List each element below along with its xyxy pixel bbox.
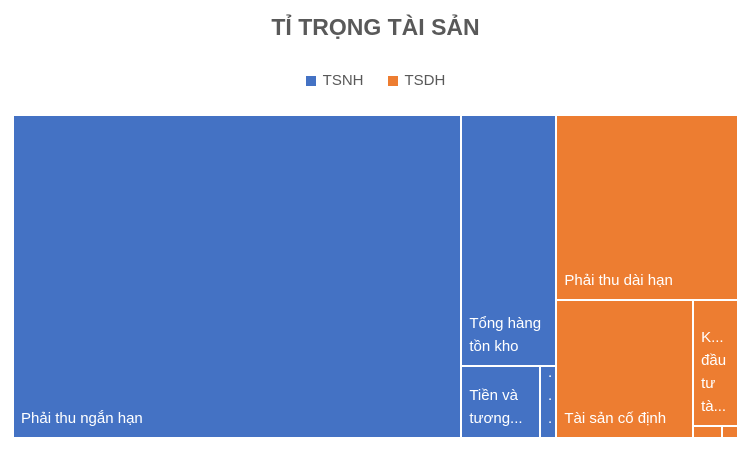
treemap-cell: Tổng hàng tồn kho [462, 116, 556, 365]
cell-label: Tài sản cố định [564, 409, 667, 427]
cell-label: K... đầu tư tà... [701, 328, 727, 415]
treemap-cell: T... s... [541, 366, 556, 437]
treemap-cell: Phải thu dài hạn [557, 116, 737, 299]
cell-label: T... s... [548, 366, 553, 427]
cell-label: Tổng hàng tồn kho [469, 314, 542, 355]
treemap-cell [694, 426, 722, 437]
legend-swatch [305, 75, 316, 86]
legend-swatch [387, 75, 398, 86]
treemap-cell: Tiền và tương... [462, 366, 539, 437]
treemap-cell: Phải thu ngắn hạn [14, 116, 461, 437]
legend: TSNH TSDH [0, 72, 751, 89]
legend-item: TSNH [305, 72, 364, 89]
legend-label: TSNH [322, 72, 364, 89]
cell-label: Phải thu ngắn hạn [21, 410, 143, 427]
cell-label: Tiền và tương... [469, 386, 523, 427]
cell-label: Phải thu dài hạn [564, 271, 673, 289]
legend-label: TSDH [404, 72, 446, 89]
chart-title: TỈ TRỌNG TÀI SẢN [271, 14, 480, 40]
treemap-cell: Tài sản cố định [557, 300, 693, 437]
treemap-cell: K... đầu tư tà... [694, 300, 737, 425]
treemap-cell [723, 426, 737, 437]
legend-item: TSDH [387, 72, 446, 89]
